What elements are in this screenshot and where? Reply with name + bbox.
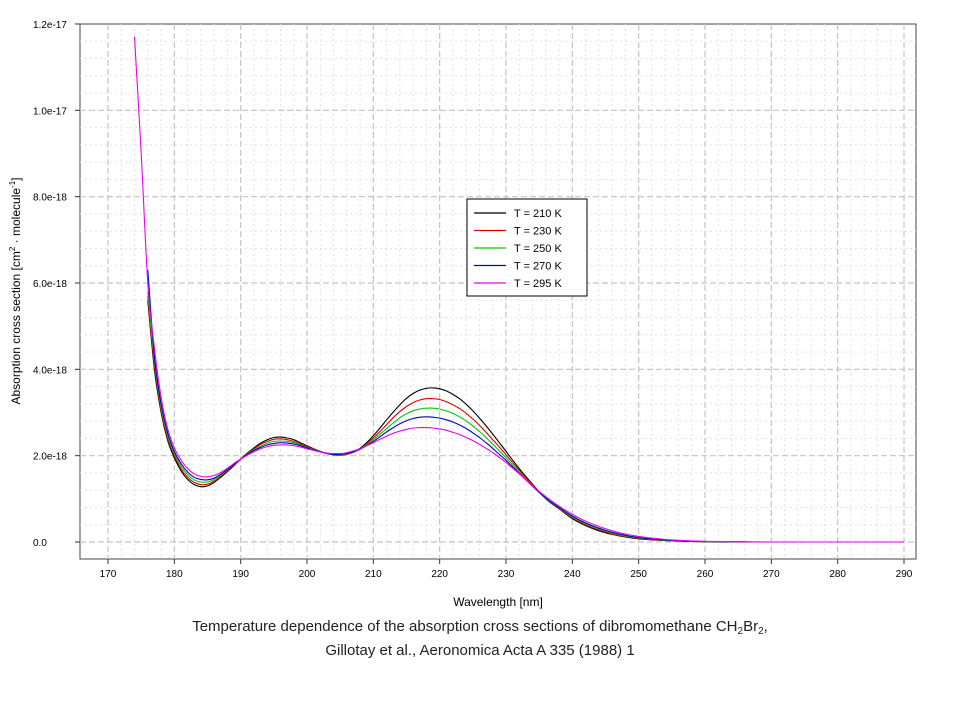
legend-label-230k: T = 230 K (514, 226, 562, 238)
series-line-270k (147, 270, 772, 543)
x-tick-label: 260 (697, 569, 714, 580)
x-tick-label: 200 (299, 569, 316, 580)
y-tick-label: 0.0 (33, 538, 47, 549)
figure-caption-line-1: Temperature dependence of the absorption… (192, 618, 768, 637)
x-tick-label: 180 (166, 569, 183, 580)
x-tick-label: 240 (564, 569, 581, 580)
series-line-295k (133, 36, 904, 543)
y-tick-label: 6.0e-18 (33, 279, 67, 290)
x-tick-label: 220 (431, 569, 448, 580)
legend-label-270k: T = 270 K (514, 261, 562, 273)
legend-label-295k: T = 295 K (514, 278, 562, 290)
series-line-210k (147, 300, 772, 543)
y-axis-title: Absorption cross section [cm2 · molecule… (8, 177, 23, 404)
y-tick-label: 1.0e-17 (33, 106, 67, 117)
legend-label-210k: T = 210 K (514, 208, 562, 220)
x-axis-title: Wavelength [nm] (453, 595, 543, 609)
x-tick-label: 170 (100, 569, 117, 580)
x-tick-label: 190 (232, 569, 249, 580)
x-tick-label: 290 (896, 569, 913, 580)
y-tick-label: 1.2e-17 (33, 20, 67, 31)
y-tick-label: 2.0e-18 (33, 452, 67, 463)
y-tick-label: 4.0e-18 (33, 365, 67, 376)
x-tick-label: 250 (630, 569, 647, 580)
axis-ticks: 170 180 190 200 210 220 230 240 250 260 270 280 290 0… (33, 20, 913, 580)
x-tick-label: 270 (763, 569, 780, 580)
legend: T = 210 K T = 230 K T = 250 K T = 270 K T = … (466, 198, 588, 297)
x-tick-label: 280 (829, 569, 846, 580)
x-tick-label: 230 (498, 569, 515, 580)
grid (80, 24, 916, 559)
legend-label-250k: T = 250 K (514, 243, 562, 255)
series-line-230k (147, 295, 772, 543)
figure-caption-line-2: Gillotay et al., Aeronomica Acta A 335 (… (325, 642, 635, 659)
series-lines (133, 36, 904, 543)
x-tick-label: 210 (365, 569, 382, 580)
y-tick-label: 8.0e-18 (33, 193, 67, 204)
